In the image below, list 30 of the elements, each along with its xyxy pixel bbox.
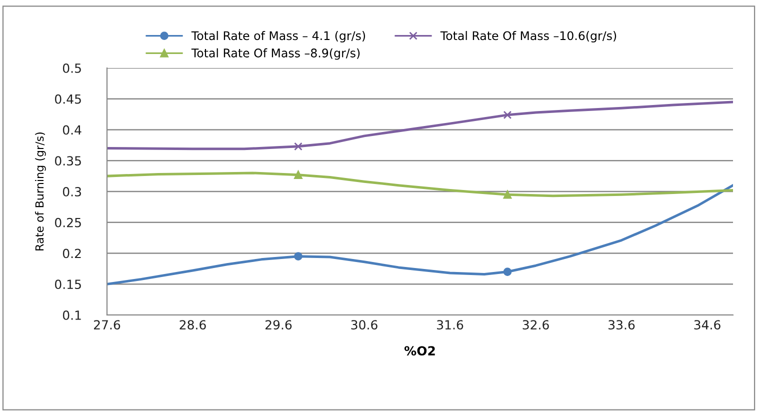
y-tick-label: 0.5 bbox=[62, 63, 81, 73]
point bbox=[294, 252, 302, 261]
y-tick-label: 0.2 bbox=[62, 248, 81, 258]
x-tick-label: 30.6 bbox=[351, 320, 378, 330]
x-tick-label: 34.6 bbox=[694, 320, 720, 330]
point bbox=[503, 190, 512, 199]
y-axis-title: Rate of Burning (gr/s) bbox=[35, 132, 46, 250]
legend-label: Total Rate of Mass – 4.1 (gr/s) bbox=[191, 30, 366, 42]
x-tick-label: 31.6 bbox=[437, 320, 464, 330]
y-tick-label: 0.1 bbox=[62, 310, 81, 320]
legend-label: Total Rate Of Mass –10.6(gr/s) bbox=[440, 30, 616, 42]
y-tick-label: 0.45 bbox=[54, 94, 81, 104]
y-tick-label: 0.4 bbox=[62, 125, 82, 135]
x-tick-label: 28.6 bbox=[180, 320, 206, 330]
point bbox=[294, 142, 302, 151]
y-tick-label: 0.25 bbox=[54, 218, 81, 228]
x-tick-label: 32.6 bbox=[522, 320, 549, 330]
y-tick-label: 0.15 bbox=[54, 280, 81, 290]
x-tick-label: 29.6 bbox=[266, 320, 292, 330]
line-series bbox=[107, 184, 733, 286]
y-tick-label: 0.35 bbox=[54, 156, 81, 166]
y-tick-label: 0.3 bbox=[62, 186, 81, 196]
point bbox=[503, 268, 512, 276]
legend-label: Total Rate Of Mass –8.9(gr/s) bbox=[191, 48, 360, 60]
point bbox=[294, 170, 302, 179]
x-tick-label: 27.6 bbox=[94, 320, 120, 330]
x-axis-title: %O2 bbox=[404, 346, 435, 356]
line-series bbox=[107, 100, 733, 150]
point bbox=[503, 110, 512, 120]
x-tick-label: 33.6 bbox=[608, 320, 635, 330]
